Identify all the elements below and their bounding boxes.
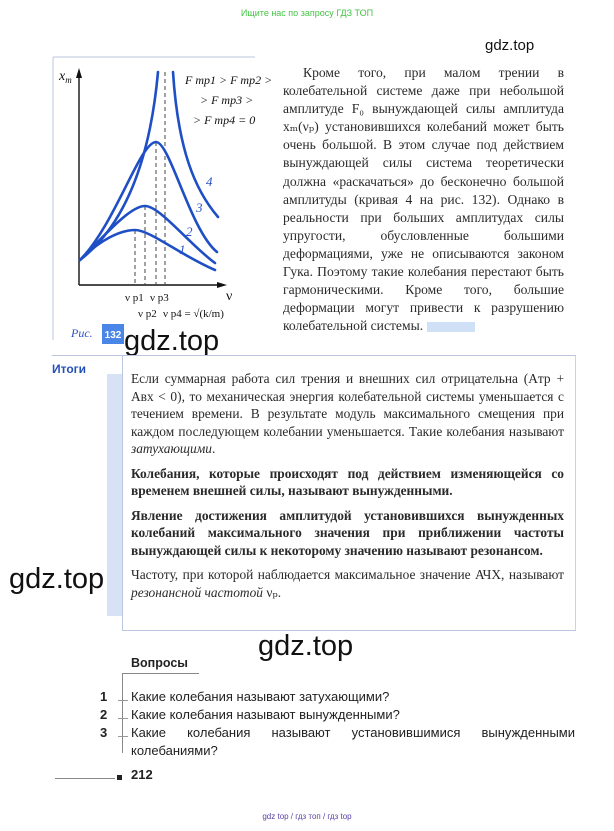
y-axis-label: xm <box>58 69 72 85</box>
tick-label-p3: ν p3 <box>150 292 169 304</box>
summary-p4-text: Частоту, при которой наблюдается максима… <box>131 567 564 582</box>
y-axis-arrow-icon <box>76 68 82 78</box>
watermark: gdz.top <box>9 563 105 595</box>
term-resonant-frequency: резонансной частотой <box>131 584 263 600</box>
figure-number: 132 <box>105 330 122 341</box>
x-axis-arrow-icon <box>217 282 227 288</box>
term-damped: затухающими <box>131 441 212 456</box>
summary-divider <box>52 355 122 356</box>
summary-p1-text: Если суммарная работа сил трения и внешн… <box>131 371 564 439</box>
section-end-marker-icon <box>427 322 476 333</box>
questions-rule <box>122 673 199 674</box>
summary-stripe <box>107 374 122 616</box>
summary-p4-end: νₚ. <box>262 584 282 600</box>
definition-resonance: Явление достижения амплитудой установивш… <box>131 507 564 558</box>
summary-text: Если суммарная работа сил трения и внешн… <box>131 370 564 608</box>
figure-number-badge <box>102 324 124 344</box>
question-item: 2 Какие колебания называют вынужденными? <box>100 706 575 724</box>
body-paragraph: Кроме того, при малом трении в колебател… <box>283 64 564 335</box>
legend-line-3: > F тр4 = 0 <box>193 113 255 127</box>
legend-line-2: > F тр3 > <box>200 93 253 107</box>
x-axis-label: ν <box>226 289 232 304</box>
summary-paragraph-1: Если суммарная работа сил трения и внешн… <box>131 371 564 456</box>
summary-title: Итоги <box>52 362 87 376</box>
summary-paragraph-4: Частоту, при которой наблюдается максима… <box>131 566 564 601</box>
summary-paragraph-3: Явление достижения амплитудой установивш… <box>131 507 564 560</box>
summary-paragraph-2: Колебания, которые происходят под действ… <box>131 465 564 500</box>
curve-label-3: 3 <box>195 200 203 215</box>
watermark: gdz.top <box>485 37 535 54</box>
body-paragraph-text: Кроме того, при малом трении в колебател… <box>283 65 564 334</box>
page-number-rule <box>55 778 115 779</box>
curve-label-1: 1 <box>179 242 186 257</box>
curve-label-2: 2 <box>186 224 193 239</box>
tick-label-p4: ν p4 = √(k/m) <box>163 308 224 320</box>
question-number: 2 <box>100 707 108 722</box>
summary-box <box>122 355 576 631</box>
questions-vertical-rule <box>122 673 123 753</box>
definition-forced: Колебания, которые происходят под действ… <box>131 465 564 499</box>
question-item: 1 Какие колебания называют затухающими? <box>100 688 575 706</box>
figure-132: xm ν F тр1 > F тр2 > > F тр3 > > F тр4 =… <box>52 56 272 344</box>
curve-4-left <box>78 70 160 262</box>
curve-3 <box>78 140 219 262</box>
question-text: Какие колебания называют вынужденными? <box>131 707 400 722</box>
question-text: Какие колебания называют установившимися… <box>131 725 575 758</box>
bottom-banner[interactable]: gdz top / гдз топ / гдз top <box>262 812 352 821</box>
legend-line-1: F тр1 > F тр2 > <box>184 73 272 87</box>
question-number: 3 <box>100 725 108 740</box>
questions-title: Вопросы <box>131 656 188 670</box>
question-number: 1 <box>100 689 108 704</box>
question-text: Какие колебания называют затухающими? <box>131 689 390 704</box>
curve-label-4: 4 <box>206 174 213 189</box>
curve-4-right <box>171 70 220 219</box>
tick-label-p2: ν p2 <box>138 308 157 320</box>
question-item: 3 Какие колебания называют установившимис… <box>100 724 575 760</box>
figure-caption-prefix: Рис. <box>70 326 93 340</box>
page-number: 212 <box>131 767 153 782</box>
watermark: gdz.top <box>258 630 354 662</box>
top-banner[interactable]: Ищите нас по запросу ГДЗ ТОП <box>240 8 374 18</box>
watermark: gdz.top <box>124 325 220 357</box>
questions-list: 1 Какие колебания называют затухающими? 2… <box>100 688 575 760</box>
page-number-marker-icon <box>117 775 122 780</box>
tick-label-p1: ν p1 <box>125 292 144 304</box>
